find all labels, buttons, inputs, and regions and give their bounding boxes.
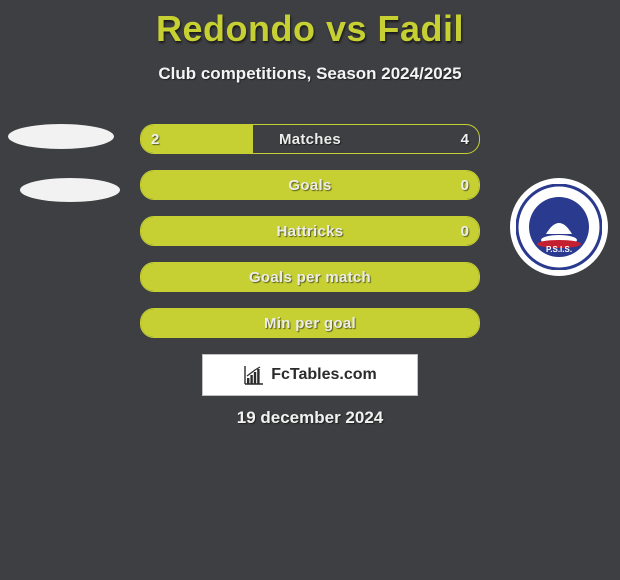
club-badge-right: P.S.I.S. (510, 178, 608, 276)
watermark-text: FcTables.com (271, 366, 377, 384)
stat-row: 24Matches (140, 124, 480, 154)
watermark-box: FcTables.com (202, 354, 418, 396)
stat-label: Min per goal (141, 309, 479, 337)
ellipse-icon (20, 178, 120, 202)
page-title: Redondo vs Fadil (0, 0, 620, 50)
watermark-chart-icon (243, 364, 265, 386)
svg-text:P.S.I.S.: P.S.I.S. (546, 245, 572, 254)
stat-row: Min per goal (140, 308, 480, 338)
ellipse-icon (8, 124, 114, 149)
stat-label: Goals per match (141, 263, 479, 291)
snapshot-date: 19 december 2024 (0, 408, 620, 428)
player-left-icon (8, 105, 113, 210)
stat-row: 0Goals (140, 170, 480, 200)
stat-label: Matches (141, 125, 479, 153)
psis-badge-icon: P.S.I.S. (516, 184, 602, 270)
stat-row: 0Hattricks (140, 216, 480, 246)
stats-container: 24Matches 0Goals 0Hattricks Goals per match… (140, 124, 480, 354)
stat-label: Hattricks (141, 217, 479, 245)
season-subtitle: Club competitions, Season 2024/2025 (0, 64, 620, 84)
stat-label: Goals (141, 171, 479, 199)
stat-row: Goals per match (140, 262, 480, 292)
